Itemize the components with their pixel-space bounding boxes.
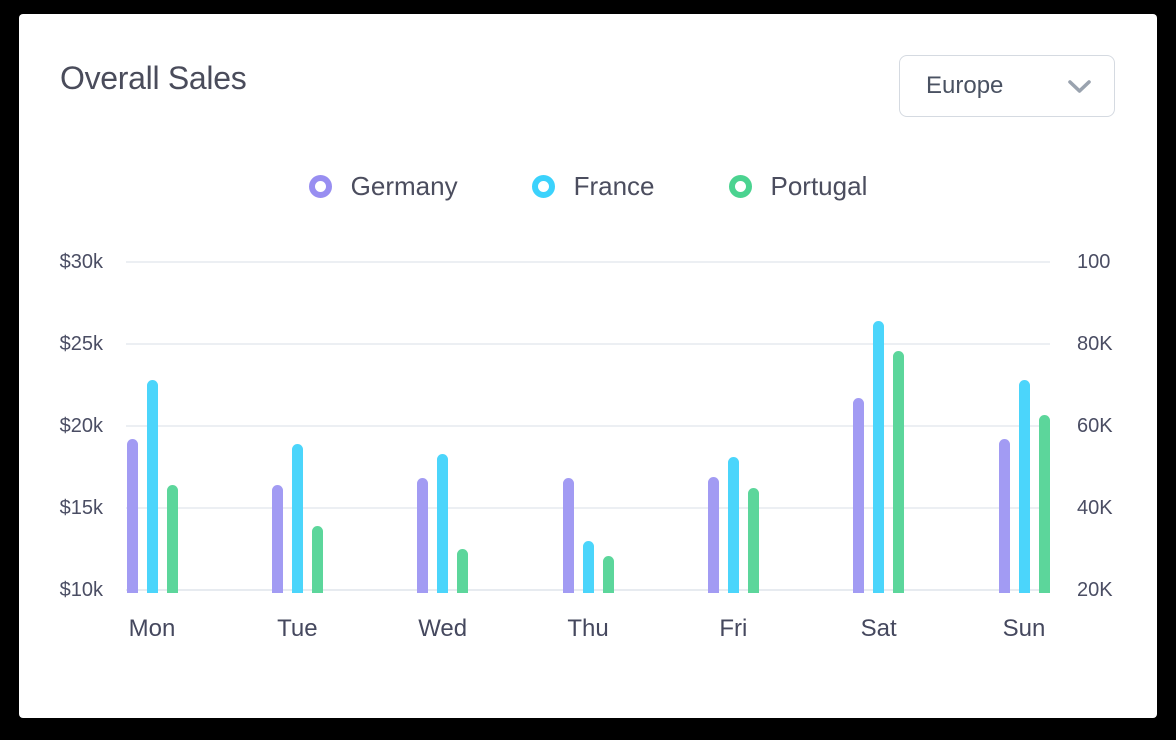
- gridline: [126, 261, 1050, 263]
- bar-portugal-sun[interactable]: [1038, 414, 1050, 593]
- left-axis-tick-label: $25k: [59, 333, 103, 355]
- bar-germany-fri[interactable]: [708, 476, 720, 593]
- chevron-down-icon: [1068, 79, 1091, 93]
- x-axis-label-thu: Thu: [567, 615, 609, 642]
- overall-sales-bar-chart: $30k 100 $25k 80K $20k 60K $15k 40K $10k 20K Mon Tu…: [19, 14, 1157, 718]
- left-axis-tick-label: $30k: [59, 251, 103, 273]
- x-axis-label-sat: Sat: [860, 615, 897, 642]
- region-dropdown-value: Europe: [926, 72, 1004, 99]
- right-axis-tick-label: 40K: [1077, 497, 1113, 519]
- bar-germany-sat[interactable]: [853, 398, 865, 593]
- x-axis-label-tue: Tue: [277, 615, 318, 642]
- bar-france-fri[interactable]: [727, 457, 739, 593]
- legend-item-portugal[interactable]: Portugal: [728, 171, 868, 202]
- x-axis-label-mon: Mon: [128, 615, 176, 642]
- bar-germany-tue[interactable]: [272, 485, 284, 593]
- bar-portugal-fri[interactable]: [747, 488, 759, 593]
- bar-germany-sun[interactable]: [998, 439, 1010, 593]
- legend-ring-france-icon: [531, 175, 555, 198]
- right-axis-tick-label: 20K: [1077, 579, 1113, 601]
- bar-portugal-sat[interactable]: [893, 350, 905, 593]
- legend-item-france[interactable]: France: [531, 171, 655, 202]
- bar-france-sun[interactable]: [1018, 380, 1030, 593]
- bar-portugal-mon[interactable]: [166, 485, 178, 593]
- bar-germany-thu[interactable]: [562, 478, 574, 593]
- bar-france-sat[interactable]: [873, 321, 885, 593]
- bar-germany-wed[interactable]: [417, 478, 429, 593]
- bar-germany-mon[interactable]: [126, 439, 138, 593]
- sales-card: Overall Sales Europe Germany France Port…: [19, 14, 1157, 718]
- x-axis-label-fri: Fri: [719, 615, 748, 642]
- bar-portugal-wed[interactable]: [457, 549, 469, 593]
- legend-label-portugal: Portugal: [770, 171, 868, 201]
- right-axis-tick-label: 100: [1077, 251, 1111, 273]
- bar-portugal-tue[interactable]: [311, 526, 323, 593]
- bar-france-tue[interactable]: [291, 444, 303, 593]
- left-axis-tick-label: $10k: [59, 579, 103, 601]
- bar-france-thu[interactable]: [582, 540, 594, 593]
- left-axis-tick-label: $20k: [59, 415, 103, 437]
- legend-ring-portugal-icon: [728, 175, 752, 198]
- x-axis-label-sun: Sun: [1002, 615, 1046, 642]
- gridline: [126, 425, 1050, 427]
- chart-legend: Germany France Portugal: [19, 171, 1157, 202]
- left-axis-tick-label: $15k: [59, 497, 103, 519]
- x-axis-label-wed: Wed: [418, 615, 468, 642]
- right-axis-tick-label: 60K: [1077, 415, 1113, 437]
- gridline: [126, 343, 1050, 345]
- right-axis-tick-label: 80K: [1077, 333, 1113, 355]
- page-title: Overall Sales: [60, 60, 247, 96]
- legend-label-france: France: [573, 171, 655, 201]
- legend-item-germany[interactable]: Germany: [308, 171, 458, 202]
- legend-label-germany: Germany: [350, 171, 458, 201]
- legend-ring-germany-icon: [308, 175, 332, 198]
- bar-france-wed[interactable]: [437, 453, 449, 593]
- region-dropdown[interactable]: Europe: [899, 55, 1115, 117]
- bar-portugal-thu[interactable]: [602, 555, 614, 593]
- bar-france-mon[interactable]: [146, 380, 158, 593]
- gridline: [126, 507, 1050, 509]
